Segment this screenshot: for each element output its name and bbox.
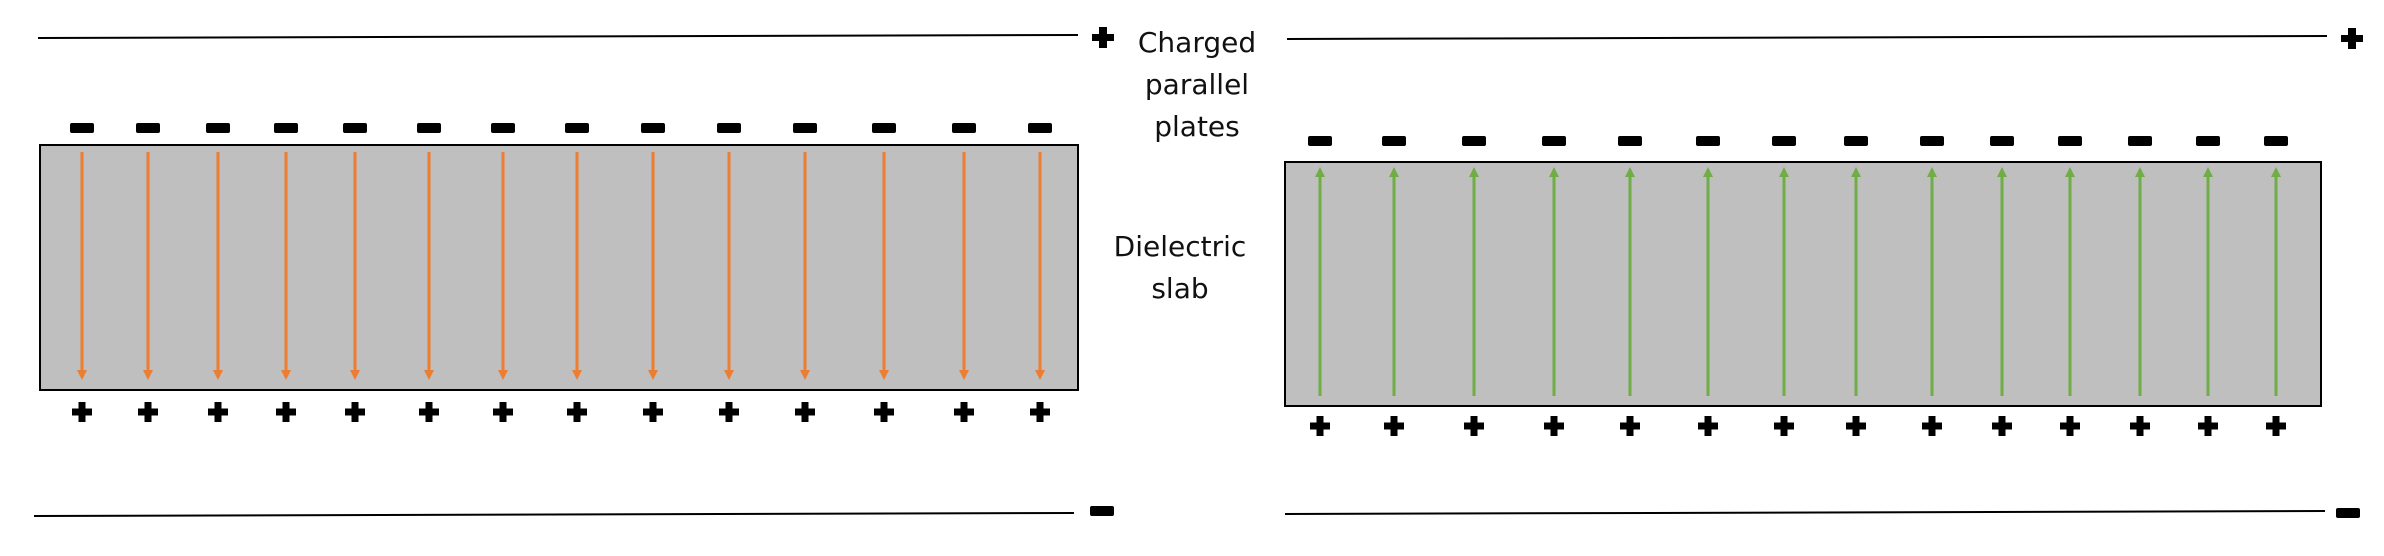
plates-label-line2: parallel: [1145, 68, 1249, 101]
left-slab-plus-icon: [874, 402, 894, 422]
right-bottom-plate: [1285, 511, 2325, 514]
left-slab-plus-icon: [345, 402, 365, 422]
right-slab-plus-icon: [2266, 416, 2286, 436]
left-slab-plus-icon: [719, 402, 739, 422]
right-slab-minus-icon: [1308, 136, 1332, 146]
right-slab-plus-icon: [1846, 416, 1866, 436]
right-slab-minus-icon: [1542, 136, 1566, 146]
left-slab-plus-icon: [208, 402, 228, 422]
left-slab-minus-icon: [793, 123, 817, 133]
right-slab-plus-icon: [1464, 416, 1484, 436]
right-slab-minus-icon: [1618, 136, 1642, 146]
left-slab-minus-icon: [70, 123, 94, 133]
right-slab-plus-icon: [1620, 416, 1640, 436]
right-slab-plus-icon: [2060, 416, 2080, 436]
plates-label-line1: Charged: [1138, 26, 1256, 59]
left-slab-minus-icon: [641, 123, 665, 133]
left-slab-top-charges: [70, 123, 1052, 133]
right-slab-minus-icon: [2058, 136, 2082, 146]
right-slab-bottom-charges: [1310, 416, 2286, 436]
left-slab-plus-icon: [567, 402, 587, 422]
left-panel: [34, 27, 1114, 516]
left-top-plate-plus-icon: [1092, 27, 1114, 48]
left-top-plate: [38, 35, 1078, 38]
left-slab-plus-icon: [138, 402, 158, 422]
left-slab-plus-icon: [643, 402, 663, 422]
left-slab-plus-icon: [276, 402, 296, 422]
right-bottom-plate-minus-icon: [2336, 508, 2360, 518]
left-slab-plus-icon: [493, 402, 513, 422]
right-slab-plus-icon: [1774, 416, 1794, 436]
left-slab-minus-icon: [136, 123, 160, 133]
right-slab-minus-icon: [1772, 136, 1796, 146]
left-slab-plus-icon: [795, 402, 815, 422]
left-slab-minus-icon: [872, 123, 896, 133]
right-slab-plus-icon: [1310, 416, 1330, 436]
right-slab-top-charges: [1308, 136, 2288, 146]
left-bottom-plate-minus-icon: [1090, 506, 1114, 516]
right-slab-plus-icon: [2130, 416, 2150, 436]
left-slab-bottom-charges: [72, 402, 1050, 422]
left-slab-plus-icon: [72, 402, 92, 422]
right-slab-minus-icon: [1696, 136, 1720, 146]
left-slab-minus-icon: [952, 123, 976, 133]
right-slab-minus-icon: [1462, 136, 1486, 146]
right-slab-plus-icon: [1698, 416, 1718, 436]
left-slab-minus-icon: [343, 123, 367, 133]
left-slab-minus-icon: [1028, 123, 1052, 133]
left-slab-minus-icon: [491, 123, 515, 133]
left-slab-minus-icon: [206, 123, 230, 133]
right-top-plate-plus-icon: [2341, 28, 2363, 49]
right-slab-minus-icon: [1920, 136, 1944, 146]
right-slab-minus-icon: [2264, 136, 2288, 146]
right-slab-minus-icon: [2196, 136, 2220, 146]
left-slab-plus-icon: [1030, 402, 1050, 422]
right-slab-plus-icon: [1544, 416, 1564, 436]
right-slab-minus-icon: [2128, 136, 2152, 146]
left-slab-minus-icon: [717, 123, 741, 133]
left-dielectric-slab: [40, 145, 1078, 390]
left-slab-minus-icon: [565, 123, 589, 133]
right-slab-plus-icon: [1384, 416, 1404, 436]
slab-label-line2: slab: [1151, 272, 1208, 305]
right-panel: [1285, 28, 2363, 518]
left-slab-minus-icon: [417, 123, 441, 133]
right-slab-minus-icon: [1382, 136, 1406, 146]
right-top-plate: [1287, 36, 2327, 39]
left-bottom-plate: [34, 513, 1074, 516]
right-slab-plus-icon: [1922, 416, 1942, 436]
right-slab-minus-icon: [1844, 136, 1868, 146]
right-dielectric-slab: [1285, 162, 2321, 406]
right-slab-minus-icon: [1990, 136, 2014, 146]
left-slab-minus-icon: [274, 123, 298, 133]
left-slab-plus-icon: [419, 402, 439, 422]
plates-label-line3: plates: [1154, 110, 1240, 143]
left-slab-plus-icon: [954, 402, 974, 422]
slab-label-line1: Dielectric: [1114, 230, 1247, 263]
right-slab-plus-icon: [1992, 416, 2012, 436]
right-slab-plus-icon: [2198, 416, 2218, 436]
